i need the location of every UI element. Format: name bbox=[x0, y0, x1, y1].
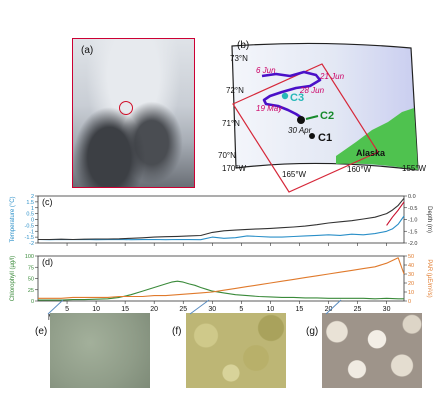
ylabel-c: Temperature (°C) bbox=[10, 196, 16, 242]
y2tick-label-d-0: 50 bbox=[408, 254, 414, 260]
station-c1-label: C1 bbox=[318, 132, 333, 144]
ytick-label-c-0: 2 bbox=[31, 194, 34, 200]
y2tick-label-d-5: 0 bbox=[408, 299, 411, 305]
xtick-label-0: 5 bbox=[65, 306, 69, 313]
lon-label-165: 165°W bbox=[282, 170, 307, 179]
xtick-label-11: 30 bbox=[383, 306, 391, 313]
y2tick-label-c-3: -1.5 bbox=[408, 229, 417, 235]
ytick-label-c-8: -2 bbox=[29, 241, 34, 247]
location-marker-circle bbox=[119, 101, 133, 115]
series-line-d-0 bbox=[38, 280, 404, 301]
lat-label-73: 73°N bbox=[230, 54, 248, 63]
y2tick-label-c-4: -2.0 bbox=[408, 241, 417, 247]
xtick-label-2: 15 bbox=[121, 306, 129, 313]
panel-label-a: (a) bbox=[81, 45, 94, 56]
track-date-30apr: 30 Apr bbox=[288, 126, 312, 135]
xtick-label-1: 10 bbox=[92, 306, 100, 313]
lat-label-72: 72°N bbox=[226, 86, 244, 95]
xtick-label-3: 20 bbox=[150, 306, 158, 313]
ytick-label-c-1: 1.5 bbox=[26, 200, 34, 206]
xtick-label-6: 5 bbox=[239, 306, 243, 313]
y2tick-label-c-1: -0.5 bbox=[408, 206, 417, 212]
y2tick-label-d-2: 30 bbox=[408, 272, 414, 278]
region-label-alaska: Alaska bbox=[356, 148, 386, 158]
ytick-label-c-2: 1 bbox=[31, 206, 34, 212]
xtick-label-4: 25 bbox=[179, 306, 187, 313]
panel-a: (a) bbox=[72, 38, 195, 188]
lat-label-71: 71°N bbox=[222, 119, 240, 128]
y2tick-label-d-4: 10 bbox=[408, 290, 414, 296]
ytick-label-c-5: -0.5 bbox=[25, 223, 34, 229]
plot-frame-d bbox=[37, 255, 405, 302]
series-line-c-0 bbox=[37, 215, 405, 241]
ytick-label-d-4: 0 bbox=[31, 299, 34, 305]
ytick-label-d-3: 25 bbox=[28, 288, 34, 294]
lon-label-170: 170°W bbox=[222, 164, 247, 173]
y2tick-label-c-2: -1.0 bbox=[408, 218, 417, 224]
photo-g bbox=[322, 313, 422, 388]
y2tick-label-c-0: 0.0 bbox=[408, 194, 416, 200]
y2tick-label-d-1: 40 bbox=[408, 263, 414, 269]
panel-label-f: (f) bbox=[172, 326, 182, 337]
y2label-d: PAR (µE/m²/s) bbox=[426, 259, 432, 297]
panel-label-b: (b) bbox=[237, 40, 250, 51]
y2tick-label-d-3: 20 bbox=[408, 281, 414, 287]
ytick-label-c-7: -1.5 bbox=[25, 235, 34, 241]
ytick-label-c-4: 0 bbox=[31, 218, 34, 224]
lat-label-70: 70°N bbox=[218, 151, 236, 160]
track-date-21jun: 21 Jun bbox=[320, 72, 345, 81]
photo-f bbox=[186, 313, 286, 388]
xtick-label-7: 10 bbox=[266, 306, 274, 313]
lon-label-160: 160°W bbox=[347, 165, 372, 174]
panel-label-g: (g) bbox=[306, 326, 319, 337]
xtick-label-5: 30 bbox=[208, 306, 216, 313]
track-date-6jun: 6 Jun bbox=[256, 66, 276, 75]
ytick-label-d-0: 100 bbox=[25, 254, 34, 260]
station-c3-label: C3 bbox=[290, 92, 305, 104]
y2label-c: Depth (m) bbox=[426, 206, 432, 233]
track-date-19may: 19 May bbox=[256, 104, 283, 113]
ytick-label-d-2: 50 bbox=[28, 277, 34, 283]
series-line-c-1 bbox=[38, 197, 405, 241]
station-c2-label: C2 bbox=[320, 110, 335, 122]
plot-frame-c bbox=[37, 195, 405, 244]
xtick-label-9: 20 bbox=[325, 306, 333, 313]
photo-e bbox=[50, 313, 150, 388]
lon-label-155: 155°W bbox=[402, 164, 427, 173]
series-line-d-1 bbox=[38, 257, 405, 299]
series-line-c-2 bbox=[386, 201, 405, 226]
ytick-label-c-3: 0.5 bbox=[26, 212, 34, 218]
ytick-label-c-6: -1 bbox=[29, 229, 34, 235]
panel-label-c: (c) bbox=[42, 197, 53, 207]
track-date-28jun: 28 Jun bbox=[300, 86, 325, 95]
ytick-label-d-1: 75 bbox=[28, 265, 34, 271]
panel-label-d: (d) bbox=[42, 257, 53, 267]
xtick-label-10: 25 bbox=[354, 306, 362, 313]
ylabel-d: Chlorophyll (µg/l) bbox=[10, 256, 16, 301]
xtick-label-8: 15 bbox=[296, 306, 304, 313]
panel-label-e: (e) bbox=[35, 326, 48, 337]
